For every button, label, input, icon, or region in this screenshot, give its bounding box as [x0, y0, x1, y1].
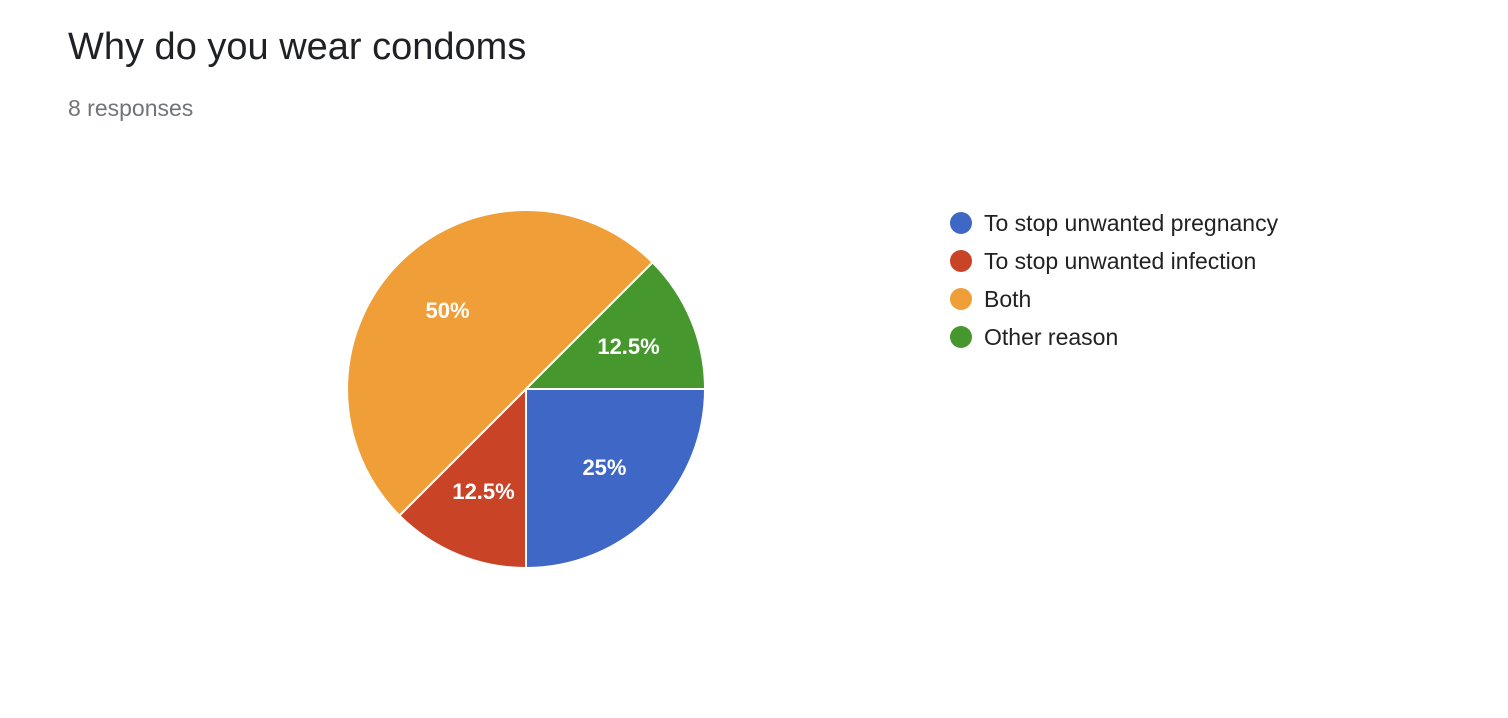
pie-slice-label-3: 12.5%: [597, 334, 659, 359]
pie-slice-label-1: 12.5%: [452, 479, 514, 504]
response-count: 8 responses: [68, 95, 194, 121]
pie-slice-3[interactable]: [525, 261, 706, 390]
legend-item-2[interactable]: Both: [950, 280, 1278, 318]
legend-item-1[interactable]: To stop unwanted infection: [950, 242, 1278, 280]
pie-slice-0[interactable]: [525, 388, 706, 569]
legend-swatch-icon: [950, 250, 972, 272]
chart-legend: To stop unwanted pregnancy To stop unwant…: [950, 204, 1278, 356]
legend-item-0[interactable]: To stop unwanted pregnancy: [950, 204, 1278, 242]
legend-label: To stop unwanted infection: [984, 247, 1257, 274]
legend-swatch-icon: [950, 212, 972, 234]
chart-title: Why do you wear condoms: [68, 26, 527, 68]
pie-slice-2[interactable]: [346, 209, 654, 517]
legend-swatch-icon: [950, 288, 972, 310]
legend-swatch-icon: [950, 326, 972, 348]
legend-item-3[interactable]: Other reason: [950, 318, 1278, 356]
legend-label: To stop unwanted pregnancy: [984, 209, 1279, 236]
legend-label: Other reason: [984, 323, 1119, 350]
pie-slice-label-0: 25%: [582, 455, 626, 480]
pie-slice-label-2: 50%: [426, 298, 470, 323]
legend-label: Both: [984, 285, 1032, 312]
pie-slice-1[interactable]: [398, 388, 527, 569]
